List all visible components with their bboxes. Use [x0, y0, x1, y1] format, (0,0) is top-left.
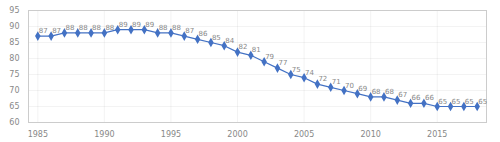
svg-text:89: 89 [119, 21, 128, 29]
svg-text:80: 80 [9, 54, 19, 63]
svg-text:65: 65 [465, 98, 474, 106]
svg-text:1985: 1985 [28, 130, 48, 139]
svg-text:2010: 2010 [360, 130, 380, 139]
svg-text:65: 65 [452, 98, 461, 106]
svg-text:72: 72 [318, 75, 327, 83]
svg-text:60: 60 [9, 118, 19, 127]
svg-text:71: 71 [332, 78, 341, 86]
svg-text:85: 85 [212, 34, 221, 42]
svg-text:68: 68 [385, 88, 394, 96]
svg-text:75: 75 [292, 66, 301, 74]
svg-text:88: 88 [105, 24, 114, 32]
svg-text:81: 81 [252, 46, 261, 54]
svg-text:84: 84 [225, 37, 234, 45]
svg-text:67: 67 [398, 91, 407, 99]
svg-text:88: 88 [79, 24, 88, 32]
svg-text:87: 87 [185, 27, 194, 35]
svg-text:85: 85 [9, 38, 19, 47]
svg-text:68: 68 [372, 88, 381, 96]
svg-text:65: 65 [478, 98, 487, 106]
svg-text:77: 77 [278, 59, 287, 67]
svg-text:88: 88 [65, 24, 74, 32]
svg-text:86: 86 [199, 30, 208, 38]
svg-text:95: 95 [9, 6, 19, 15]
svg-text:79: 79 [265, 53, 274, 61]
svg-text:65: 65 [438, 98, 447, 106]
svg-text:69: 69 [358, 85, 367, 93]
svg-text:75: 75 [9, 70, 19, 79]
svg-text:66: 66 [412, 94, 421, 102]
svg-text:87: 87 [39, 27, 48, 35]
svg-text:2015: 2015 [427, 130, 447, 139]
svg-text:88: 88 [92, 24, 101, 32]
svg-text:87: 87 [52, 27, 61, 35]
svg-text:65: 65 [9, 102, 19, 111]
svg-text:2000: 2000 [227, 130, 247, 139]
svg-text:88: 88 [159, 24, 168, 32]
svg-text:89: 89 [132, 21, 141, 29]
svg-text:1990: 1990 [94, 130, 114, 139]
svg-text:88: 88 [172, 24, 181, 32]
svg-text:90: 90 [9, 22, 19, 31]
svg-text:74: 74 [305, 69, 314, 77]
svg-text:70: 70 [345, 82, 354, 90]
svg-text:2005: 2005 [294, 130, 314, 139]
svg-text:89: 89 [145, 21, 154, 29]
svg-text:82: 82 [239, 43, 248, 51]
svg-text:66: 66 [425, 94, 434, 102]
svg-text:1995: 1995 [161, 130, 181, 139]
svg-text:70: 70 [9, 86, 19, 95]
